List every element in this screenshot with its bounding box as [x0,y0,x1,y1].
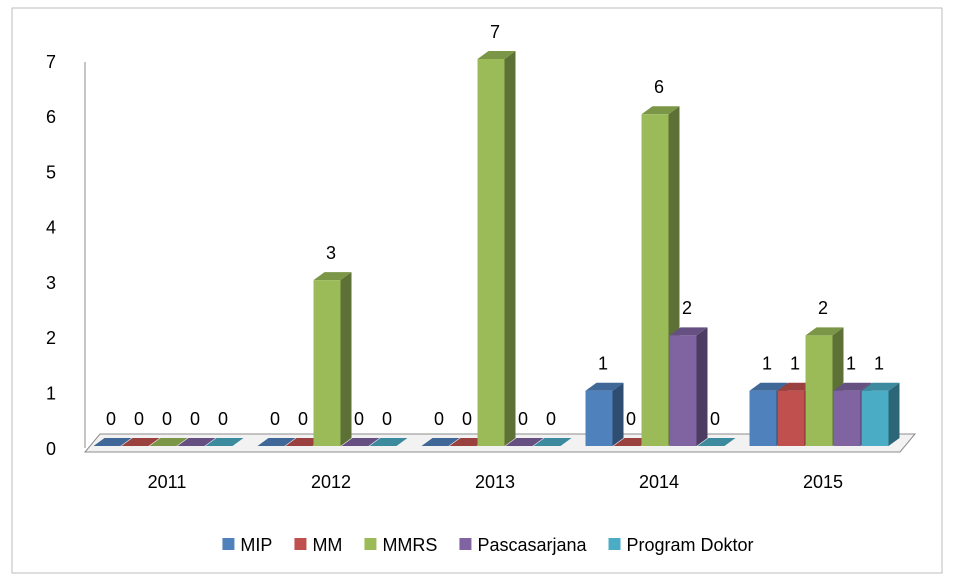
y-tick-label: 4 [46,218,56,238]
bar [749,390,777,446]
data-label: 0 [270,409,280,429]
legend-label: MM [312,535,342,555]
data-label: 2 [818,298,828,318]
data-label: 1 [762,353,772,373]
bar [641,114,669,447]
bar-side [888,382,900,446]
legend-swatch [459,538,472,550]
data-label: 0 [218,409,228,429]
legend-label: Pascasarjana [477,535,587,555]
bar [585,390,613,446]
data-label: 0 [190,409,200,429]
bar [777,390,805,446]
bar-top [669,327,708,336]
x-tick-label: 2014 [639,472,679,492]
data-label: 1 [790,353,800,373]
bar-top [477,51,516,59]
x-tick-label: 2015 [803,472,843,492]
bar-top [505,438,544,446]
y-tick-label: 7 [46,52,56,72]
legend-swatch [294,538,307,550]
y-tick-label: 3 [46,273,56,293]
legend-swatch [222,538,235,550]
bar-top [833,382,872,391]
data-label: 0 [106,409,116,429]
bar [861,390,889,446]
data-label: 0 [462,409,472,429]
bar-top [369,438,408,446]
y-tick-label: 2 [46,328,56,348]
legend-label: MIP [240,535,272,555]
bar-top [805,327,844,336]
bar-side [504,51,516,446]
bar-side [340,272,352,446]
bar-side [696,327,708,446]
x-tick-label: 2011 [148,472,187,492]
bar-top [533,438,572,446]
data-label: 0 [354,409,364,429]
data-label: 7 [490,22,500,42]
bar [805,335,833,446]
y-tick-label: 6 [46,107,56,127]
bar-top [313,272,352,281]
bar-side [612,382,624,446]
data-label: 1 [598,353,608,373]
bar-top [121,438,160,446]
bar [477,59,505,446]
y-tick-label: 0 [46,439,56,459]
data-label: 0 [518,409,528,429]
y-tick-label: 5 [46,162,56,182]
legend-label: Program Doktor [627,535,754,555]
data-label: 0 [134,409,144,429]
legend-label: MMRS [382,535,437,555]
data-label: 0 [434,409,444,429]
bar-top [421,438,460,446]
data-label: 0 [162,409,172,429]
data-label: 0 [546,409,556,429]
data-label: 1 [846,353,856,373]
bar-top [205,438,244,446]
data-label: 2 [682,298,692,318]
bar-top [177,438,216,446]
bar-top [93,438,132,446]
bar [669,335,697,446]
x-tick-label: 2012 [311,472,351,492]
y-tick-label: 1 [46,383,56,403]
data-label: 0 [382,409,392,429]
data-label: 0 [626,409,636,429]
bar-top [149,438,188,446]
bar-top [341,438,380,446]
bar [313,280,341,446]
legend-swatch [364,538,377,550]
data-label: 6 [654,77,664,97]
chart-border [11,7,943,574]
data-label: 0 [298,409,308,429]
bar-top [641,106,680,115]
data-label: 3 [326,243,336,263]
data-label: 0 [710,409,720,429]
x-tick-label: 2013 [475,472,515,492]
bar-top [749,382,788,391]
legend-swatch [608,538,621,550]
bar-top [585,382,624,391]
bar-top [861,382,900,391]
bar-top [257,438,296,446]
bar-top [697,438,736,446]
bar [833,390,861,446]
data-label: 1 [874,353,884,373]
